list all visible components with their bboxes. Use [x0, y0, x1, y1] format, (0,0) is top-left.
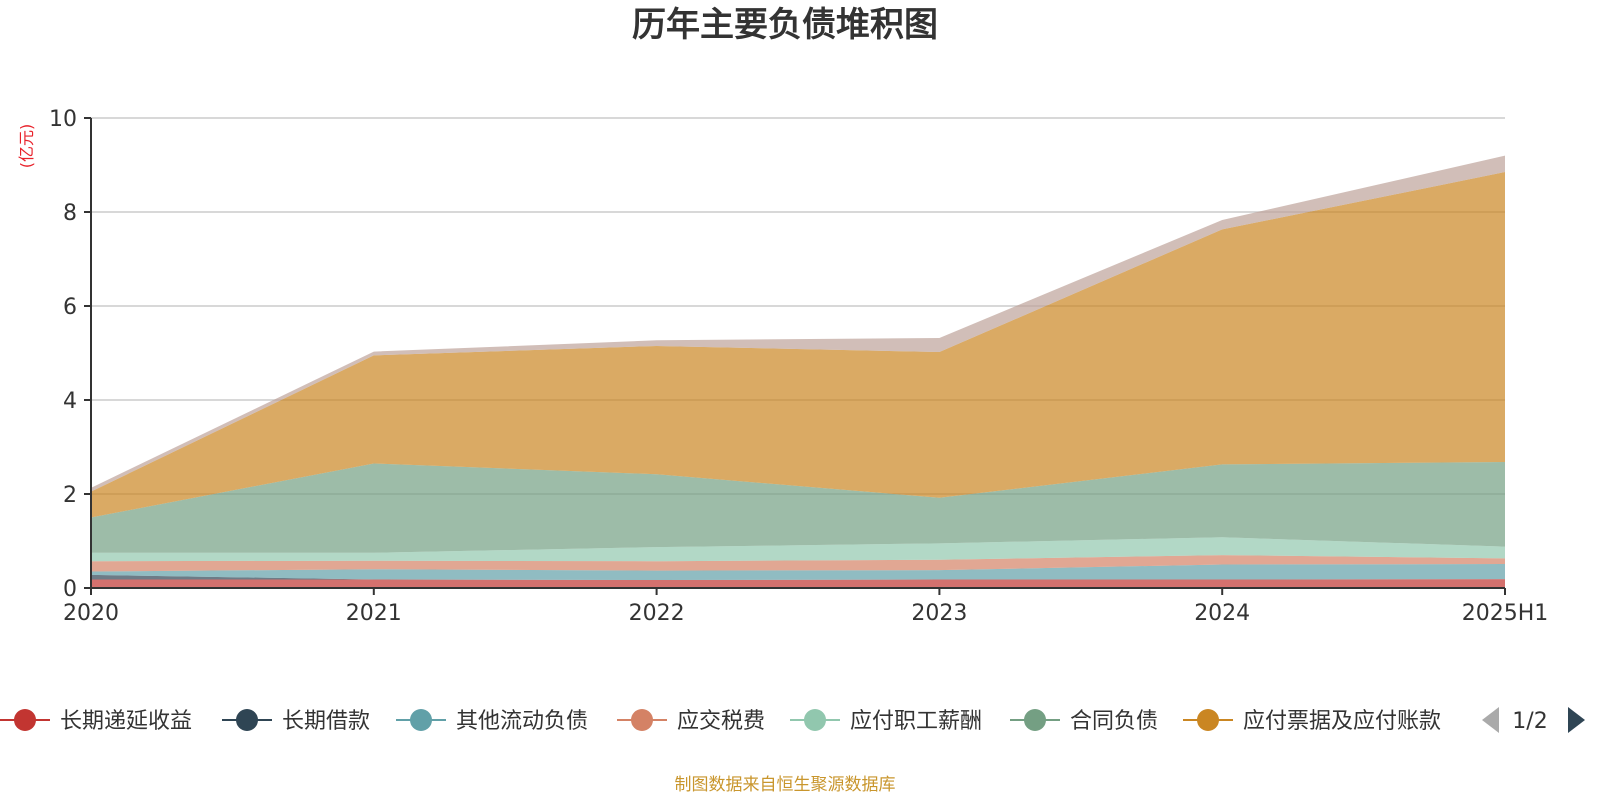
legend-prev-arrow-icon[interactable] — [1482, 707, 1499, 733]
axes: 0 2 4 6 8 10 2020 2021 2022 2023 2024 2025H1 — [49, 107, 1548, 626]
y-tick-label: 8 — [63, 201, 77, 226]
legend-label: 长期递延收益 — [60, 709, 192, 734]
legend-marker-icon — [804, 709, 826, 731]
x-tick-label: 2023 — [911, 601, 967, 626]
legend-label: 合同负债 — [1070, 709, 1158, 734]
legend-page-indicator: 1/2 — [1512, 709, 1547, 734]
area-series[interactable] — [91, 462, 1505, 553]
legend-item[interactable]: 长期递延收益 — [0, 709, 192, 734]
legend-marker-icon — [236, 709, 258, 731]
legend-marker-icon — [1024, 709, 1046, 731]
chart-title: 历年主要负债堆积图 — [632, 5, 938, 45]
legend-pager: 1/2 — [1482, 707, 1585, 734]
x-tick-label: 2022 — [629, 601, 685, 626]
y-tick-label: 4 — [63, 389, 77, 414]
x-tick-label: 2025H1 — [1462, 601, 1549, 626]
legend-marker-icon — [14, 709, 36, 731]
y-tick-label: 2 — [63, 483, 77, 508]
area-series[interactable] — [91, 579, 1505, 588]
legend-item[interactable]: 其他流动负债 — [396, 709, 588, 734]
area-series[interactable] — [91, 555, 1505, 572]
legend-label: 应付票据及应付账款 — [1243, 709, 1441, 734]
legend-next-arrow-icon[interactable] — [1568, 707, 1585, 733]
area-series[interactable] — [91, 172, 1505, 518]
legend: 长期递延收益 长期借款 其他流动负债 应交税费 应付职工薪酬 合同负债 应付票据及应付账款 — [0, 709, 1441, 734]
data-source-note: 制图数据来自恒生聚源数据库 — [675, 775, 896, 795]
y-axis-unit: (亿元) — [17, 124, 36, 169]
area-series[interactable] — [91, 537, 1505, 562]
y-tick-label: 10 — [49, 107, 77, 132]
legend-label: 长期借款 — [282, 709, 370, 734]
legend-label: 其他流动负债 — [456, 709, 588, 734]
legend-marker-icon — [410, 709, 432, 731]
legend-item[interactable]: 应付票据及应付账款 — [1183, 709, 1441, 734]
legend-item[interactable]: 长期借款 — [222, 709, 370, 734]
x-tick-label: 2020 — [63, 601, 119, 626]
y-tick-label: 6 — [63, 295, 77, 320]
legend-item[interactable]: 合同负债 — [1010, 709, 1158, 734]
x-tick-label: 2024 — [1194, 601, 1250, 626]
legend-item[interactable]: 应付职工薪酬 — [790, 709, 982, 734]
x-tick-label: 2021 — [346, 601, 402, 626]
y-tick-label: 0 — [63, 577, 77, 602]
legend-label: 应付职工薪酬 — [850, 709, 982, 734]
area-series[interactable] — [91, 574, 1505, 581]
stacked-areas — [91, 155, 1505, 588]
area-series[interactable] — [91, 155, 1505, 492]
area-series[interactable] — [91, 564, 1505, 581]
legend-label: 应交税费 — [677, 709, 765, 734]
legend-marker-icon — [631, 709, 653, 731]
legend-item[interactable]: 应交税费 — [617, 709, 765, 734]
legend-marker-icon — [1197, 709, 1219, 731]
